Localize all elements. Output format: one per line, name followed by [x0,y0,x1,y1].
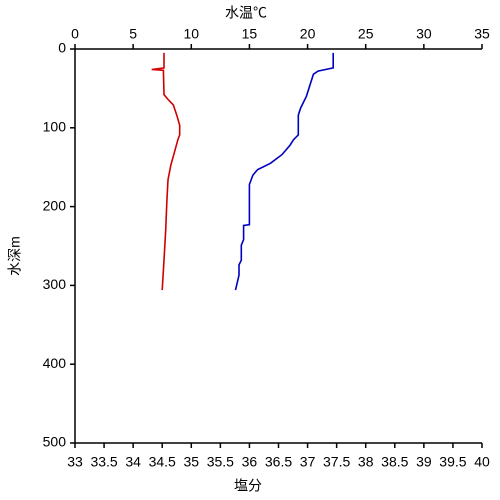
y-tick-label: 100 [43,119,67,135]
y-tick-label: 200 [43,197,67,213]
y-axis-label: 水深m [7,236,23,276]
x-tick-label: 36 [242,454,258,470]
profile-line [234,52,335,291]
profile-line [151,52,181,291]
x2-tick-label: 5 [129,26,137,42]
x-tick-label: 35 [183,454,199,470]
y-tick-label: 0 [58,40,66,56]
x-tick-label: 36.5 [265,454,292,470]
x2-tick-label: 35 [474,26,490,42]
x2-tick-label: 25 [358,26,374,42]
y-tick-label: 400 [43,355,67,371]
x-tick-label: 38.5 [381,454,408,470]
x-tick-label: 39 [416,454,432,470]
y-tick-label: 300 [43,276,67,292]
x-tick-label: 35.5 [207,454,234,470]
x2-tick-label: 20 [300,26,316,42]
x-axis-label: 塩分 [234,478,262,494]
x2-tick-label: 10 [183,26,199,42]
x-tick-label: 33.5 [90,454,117,470]
x2-tick-label: 0 [71,26,79,42]
x-tick-label: 33 [67,454,83,470]
y-tick-label: 500 [43,434,67,450]
x-tick-label: 34.5 [149,454,176,470]
x-tick-label: 40 [474,454,490,470]
x-tick-label: 39.5 [439,454,466,470]
x2-tick-label: 30 [416,26,432,42]
x2-tick-label: 15 [242,26,258,42]
x-tick-label: 38 [358,454,374,470]
x-tick-label: 34 [125,454,141,470]
x2-axis-label: 水温℃ [225,5,267,21]
x-tick-label: 37.5 [323,454,350,470]
x-tick-label: 37 [300,454,316,470]
